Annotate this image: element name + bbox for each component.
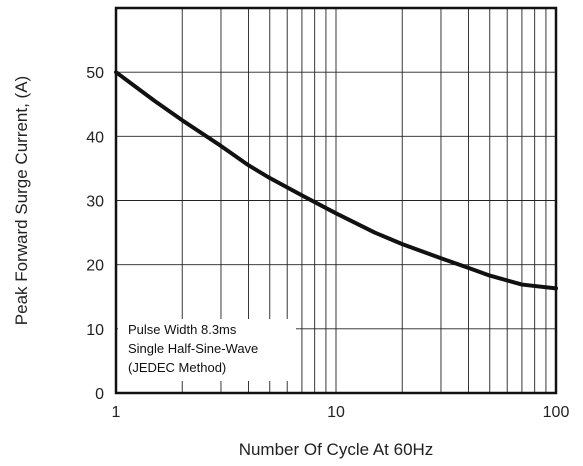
annotation-box: Pulse Width 8.3ms Single Half-Sine-Wave … bbox=[118, 319, 296, 381]
x-tick-label: 10 bbox=[327, 404, 345, 421]
plot-frame bbox=[114, 6, 558, 395]
annotation-line-2: Single Half-Sine-Wave bbox=[128, 341, 258, 356]
y-axis-title: Peak Forward Surge Current, (A) bbox=[12, 76, 31, 325]
y-tick-label: 40 bbox=[86, 129, 104, 146]
y-tick-label: 30 bbox=[86, 194, 104, 211]
tick-labels: 0 10 20 30 40 50 1 10 100 bbox=[86, 65, 569, 421]
series-line bbox=[114, 70, 558, 291]
x-tick-label: 1 bbox=[112, 404, 121, 421]
x-tick-label: 100 bbox=[543, 404, 570, 421]
annotation-line-3: (JEDEC Method) bbox=[128, 360, 226, 375]
y-tick-label: 20 bbox=[86, 258, 104, 275]
x-axis-title: Number Of Cycle At 60Hz bbox=[239, 440, 434, 459]
y-tick-label: 50 bbox=[86, 65, 104, 82]
grid-lines bbox=[116, 8, 556, 393]
annotation-background bbox=[118, 319, 296, 381]
series-layer bbox=[114, 70, 558, 291]
annotation-line-1: Pulse Width 8.3ms bbox=[128, 322, 237, 337]
y-tick-label: 0 bbox=[95, 386, 104, 403]
y-tick-label: 10 bbox=[86, 322, 104, 339]
